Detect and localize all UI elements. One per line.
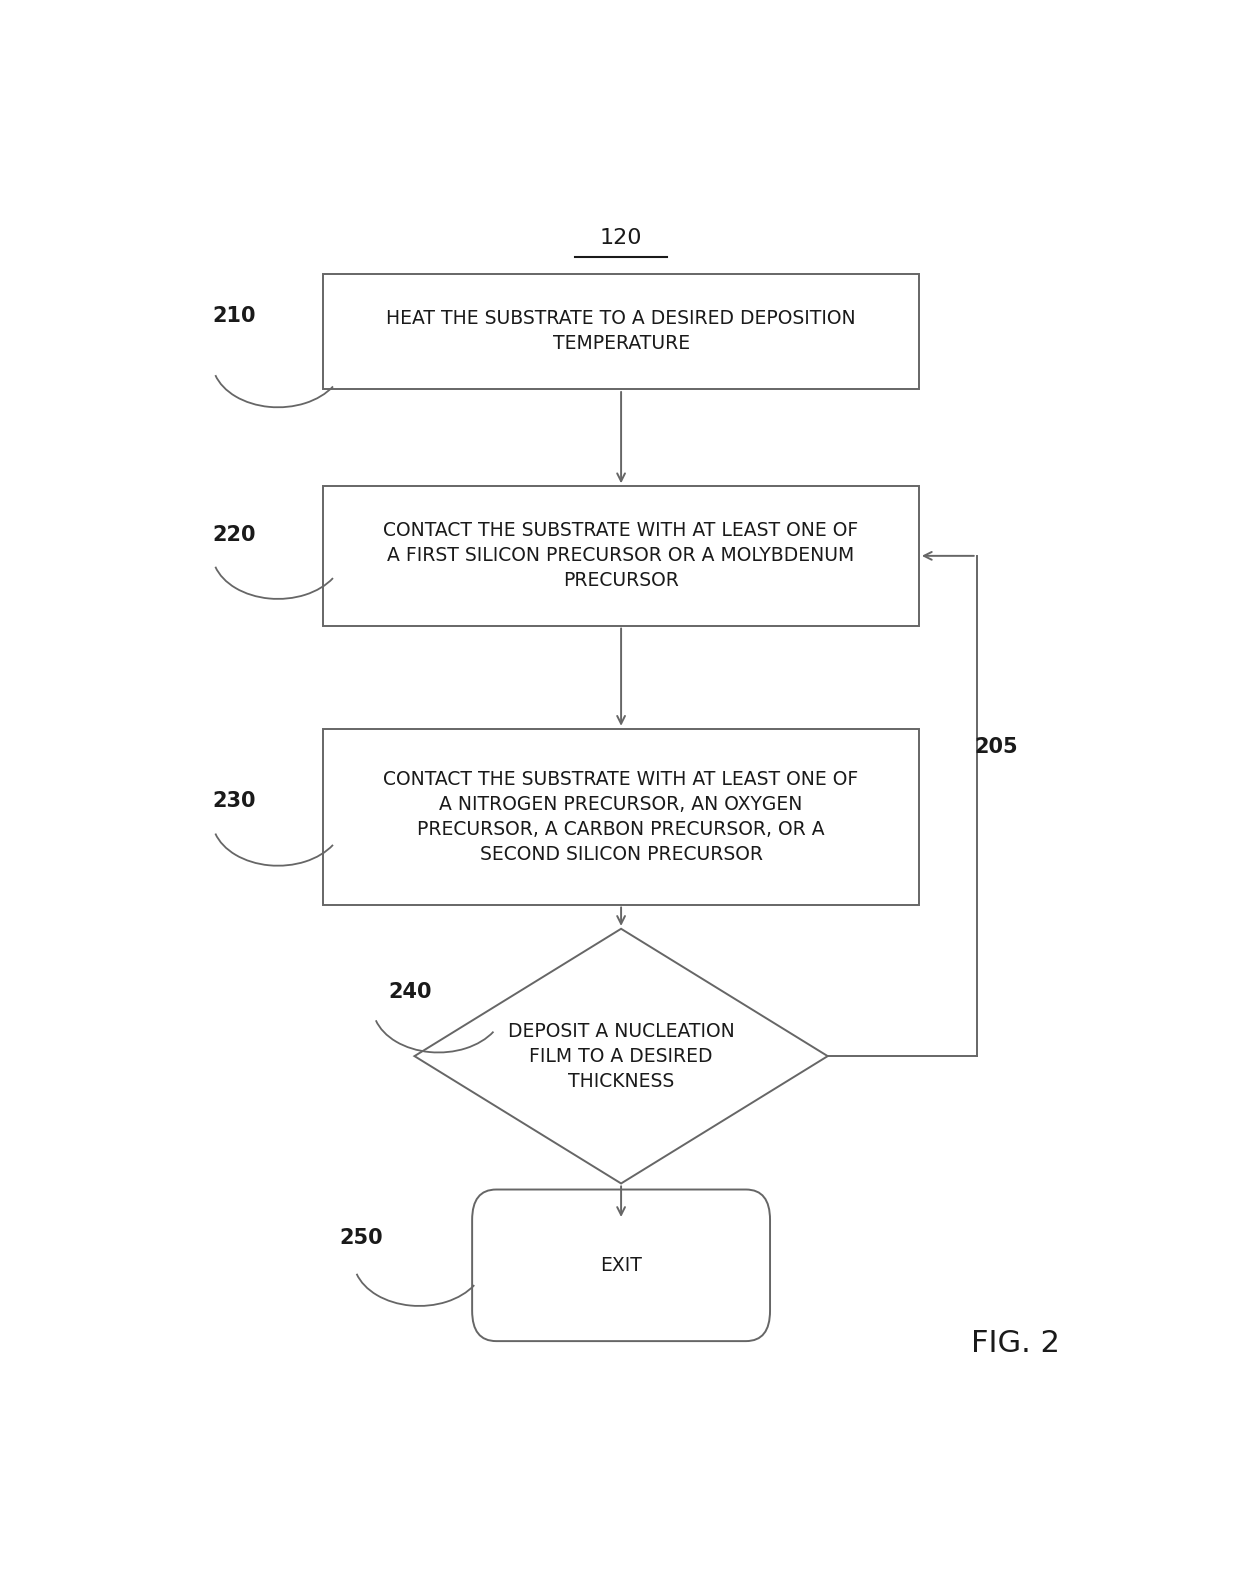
FancyBboxPatch shape <box>472 1189 770 1342</box>
Text: 205: 205 <box>975 737 1018 758</box>
Text: 250: 250 <box>340 1228 383 1247</box>
Text: EXIT: EXIT <box>600 1255 642 1274</box>
FancyBboxPatch shape <box>324 487 919 625</box>
FancyBboxPatch shape <box>324 274 919 389</box>
Polygon shape <box>414 929 828 1183</box>
FancyBboxPatch shape <box>324 729 919 904</box>
Text: 120: 120 <box>600 227 642 247</box>
Text: 240: 240 <box>388 981 432 1002</box>
Text: CONTACT THE SUBSTRATE WITH AT LEAST ONE OF
A FIRST SILICON PRECURSOR OR A MOLYBD: CONTACT THE SUBSTRATE WITH AT LEAST ONE … <box>383 521 859 591</box>
Text: 210: 210 <box>212 307 255 326</box>
Text: 230: 230 <box>212 792 255 811</box>
Text: DEPOSIT A NUCLEATION
FILM TO A DESIRED
THICKNESS: DEPOSIT A NUCLEATION FILM TO A DESIRED T… <box>507 1022 734 1090</box>
Text: CONTACT THE SUBSTRATE WITH AT LEAST ONE OF
A NITROGEN PRECURSOR, AN OXYGEN
PRECU: CONTACT THE SUBSTRATE WITH AT LEAST ONE … <box>383 770 859 863</box>
Text: HEAT THE SUBSTRATE TO A DESIRED DEPOSITION
TEMPERATURE: HEAT THE SUBSTRATE TO A DESIRED DEPOSITI… <box>387 310 856 353</box>
Text: 220: 220 <box>212 524 255 545</box>
Text: FIG. 2: FIG. 2 <box>971 1329 1059 1358</box>
